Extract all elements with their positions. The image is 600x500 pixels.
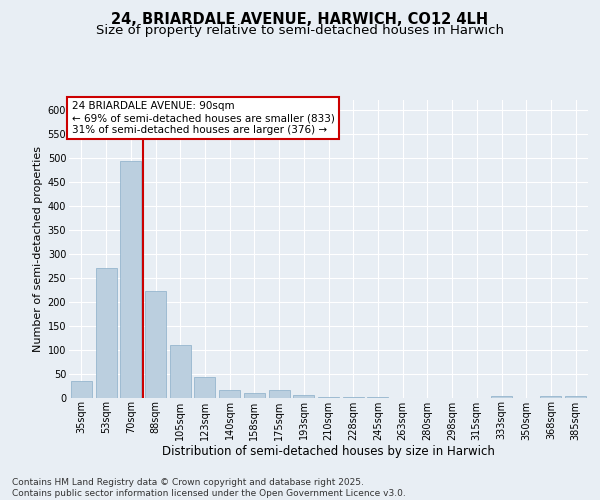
Bar xyxy=(194,378,215,398)
Text: Contains HM Land Registry data © Crown copyright and database right 2025.
Contai: Contains HM Land Registry data © Crown c… xyxy=(12,478,406,498)
Bar xyxy=(244,392,265,398)
Bar xyxy=(541,396,562,398)
Bar xyxy=(565,396,586,398)
Bar xyxy=(170,344,191,398)
Text: Size of property relative to semi-detached houses in Harwich: Size of property relative to semi-detach… xyxy=(96,24,504,37)
Bar xyxy=(293,394,314,398)
Bar xyxy=(491,396,512,398)
Bar xyxy=(95,268,116,398)
X-axis label: Distribution of semi-detached houses by size in Harwich: Distribution of semi-detached houses by … xyxy=(162,445,495,458)
Bar xyxy=(269,390,290,398)
Text: 24, BRIARDALE AVENUE, HARWICH, CO12 4LH: 24, BRIARDALE AVENUE, HARWICH, CO12 4LH xyxy=(112,12,488,28)
Bar xyxy=(120,161,141,398)
Text: 24 BRIARDALE AVENUE: 90sqm
← 69% of semi-detached houses are smaller (833)
31% o: 24 BRIARDALE AVENUE: 90sqm ← 69% of semi… xyxy=(71,102,334,134)
Bar xyxy=(219,390,240,398)
Y-axis label: Number of semi-detached properties: Number of semi-detached properties xyxy=(34,146,43,352)
Bar xyxy=(71,380,92,398)
Bar xyxy=(145,291,166,398)
